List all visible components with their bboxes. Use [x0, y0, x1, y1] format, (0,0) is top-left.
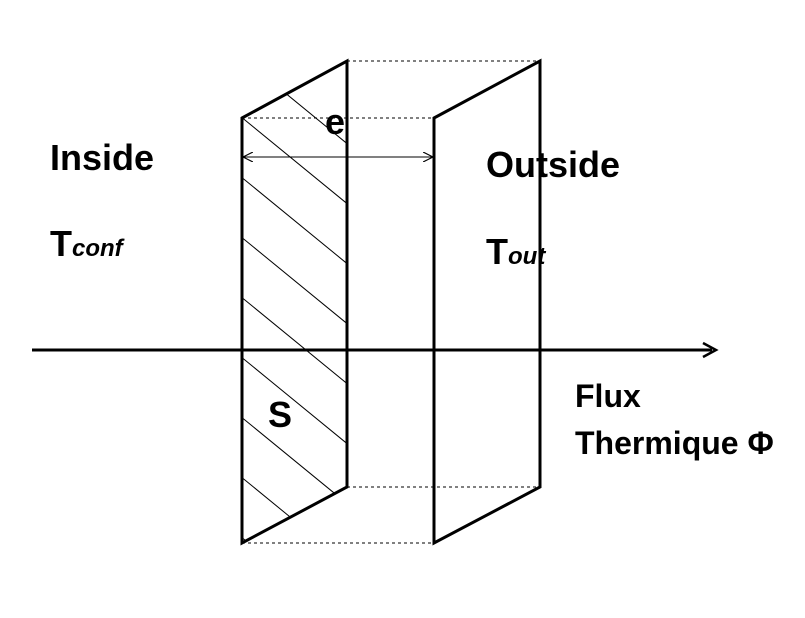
flux-arrowhead [702, 341, 719, 359]
outside-label: Outside [486, 144, 621, 185]
thickness-label: e [325, 101, 346, 142]
t-conf-main: T [50, 223, 72, 264]
t-conf-label: Tconf [50, 226, 123, 262]
flux-label-line2: Thermique Φ [575, 425, 774, 461]
inside-label: Inside [50, 137, 155, 178]
front-wall-face [240, 58, 349, 546]
surface-hatching [242, 61, 347, 543]
flux-label-line1: Flux [575, 378, 641, 414]
t-out-main: T [486, 231, 508, 272]
back-wall-face [432, 58, 542, 546]
t-out-subscript: out [508, 243, 546, 270]
t-out-label: Tout [486, 234, 545, 270]
dashed-edges [242, 60, 540, 544]
surface-label: S [268, 394, 293, 435]
t-conf-subscript: conf [72, 235, 123, 262]
